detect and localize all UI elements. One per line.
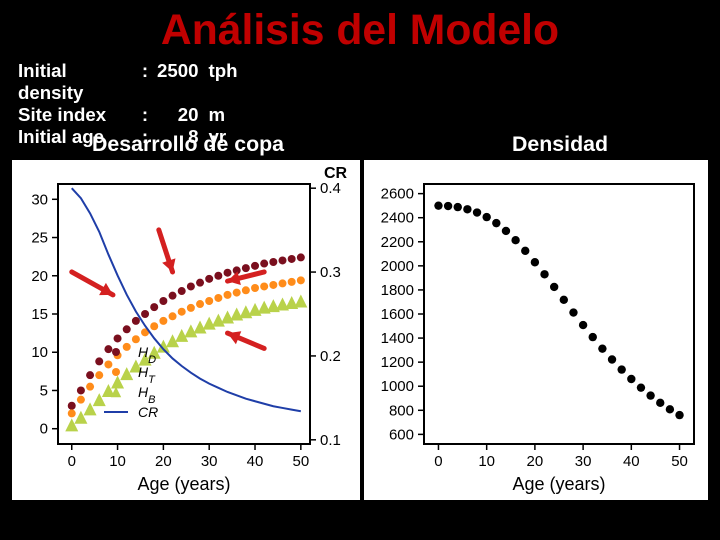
left-chart-panel: 0 10 20 30 40 50 Age (years) 0 5 10 15 20 25 30 0.1 0.2…	[12, 160, 360, 500]
params-row: Initial density:2500tph	[18, 60, 244, 104]
svg-text:CR: CR	[138, 404, 158, 420]
svg-text:30: 30	[575, 453, 592, 470]
left-chart-svg: 0 10 20 30 40 50 Age (years) 0 5 10 15 20 25 30 0.1 0.2…	[12, 160, 360, 500]
svg-text:Age (years): Age (years)	[137, 474, 230, 494]
param-unit: m	[205, 104, 244, 126]
svg-text:Age (years): Age (years)	[512, 474, 605, 494]
svg-text:20: 20	[527, 453, 544, 470]
svg-text:5: 5	[40, 382, 48, 399]
svg-text:40: 40	[247, 453, 264, 470]
svg-text:1600: 1600	[381, 306, 414, 323]
svg-text:0: 0	[434, 453, 442, 470]
svg-text:30: 30	[201, 453, 218, 470]
svg-text:0: 0	[68, 453, 76, 470]
svg-text:10: 10	[478, 453, 495, 470]
svg-text:25: 25	[31, 230, 48, 247]
param-unit: tph	[205, 60, 244, 104]
svg-text:800: 800	[389, 402, 414, 419]
svg-text:1400: 1400	[381, 330, 414, 347]
svg-text:20: 20	[31, 268, 48, 285]
slide-title: Análisis del Modelo	[0, 6, 720, 55]
svg-text:0.4: 0.4	[320, 180, 341, 197]
svg-text:10: 10	[31, 344, 48, 361]
svg-text:40: 40	[623, 453, 640, 470]
svg-text:2400: 2400	[381, 210, 414, 227]
param-value: 2500	[157, 60, 205, 104]
svg-text:0.1: 0.1	[320, 432, 341, 449]
svg-text:20: 20	[155, 453, 172, 470]
svg-text:0.2: 0.2	[320, 348, 341, 365]
svg-text:15: 15	[31, 306, 48, 323]
svg-text:0: 0	[40, 421, 48, 438]
svg-text:30: 30	[31, 191, 48, 208]
svg-text:HT: HT	[138, 364, 156, 386]
param-label: Initial density	[18, 60, 139, 104]
subtitle-left: Desarrollo de copa	[92, 132, 284, 157]
param-label: Site index	[18, 104, 139, 126]
param-sep: :	[139, 60, 157, 104]
svg-text:2200: 2200	[381, 234, 414, 251]
param-value: 20	[157, 104, 205, 126]
right-chart-panel: 0 10 20 30 40 50 Age (years) 600 800 1000 1200 1400…	[364, 160, 708, 500]
svg-text:1000: 1000	[381, 378, 414, 395]
svg-text:1200: 1200	[381, 354, 414, 371]
svg-text:2600: 2600	[381, 186, 414, 203]
subtitle-right: Densidad	[512, 132, 608, 157]
right-chart-svg: 0 10 20 30 40 50 Age (years) 600 800 1000 1200 1400…	[364, 160, 708, 500]
svg-text:50: 50	[292, 453, 309, 470]
svg-text:HB: HB	[138, 384, 155, 406]
slide: Análisis del Modelo Initial density:2500…	[0, 0, 720, 540]
svg-text:CR: CR	[324, 165, 348, 182]
svg-text:0.3: 0.3	[320, 264, 341, 281]
svg-text:50: 50	[671, 453, 688, 470]
svg-text:10: 10	[109, 453, 126, 470]
param-sep: :	[139, 104, 157, 126]
svg-text:2000: 2000	[381, 258, 414, 275]
params-row: Site index:20m	[18, 104, 244, 126]
svg-text:1800: 1800	[381, 282, 414, 299]
svg-text:600: 600	[389, 426, 414, 443]
